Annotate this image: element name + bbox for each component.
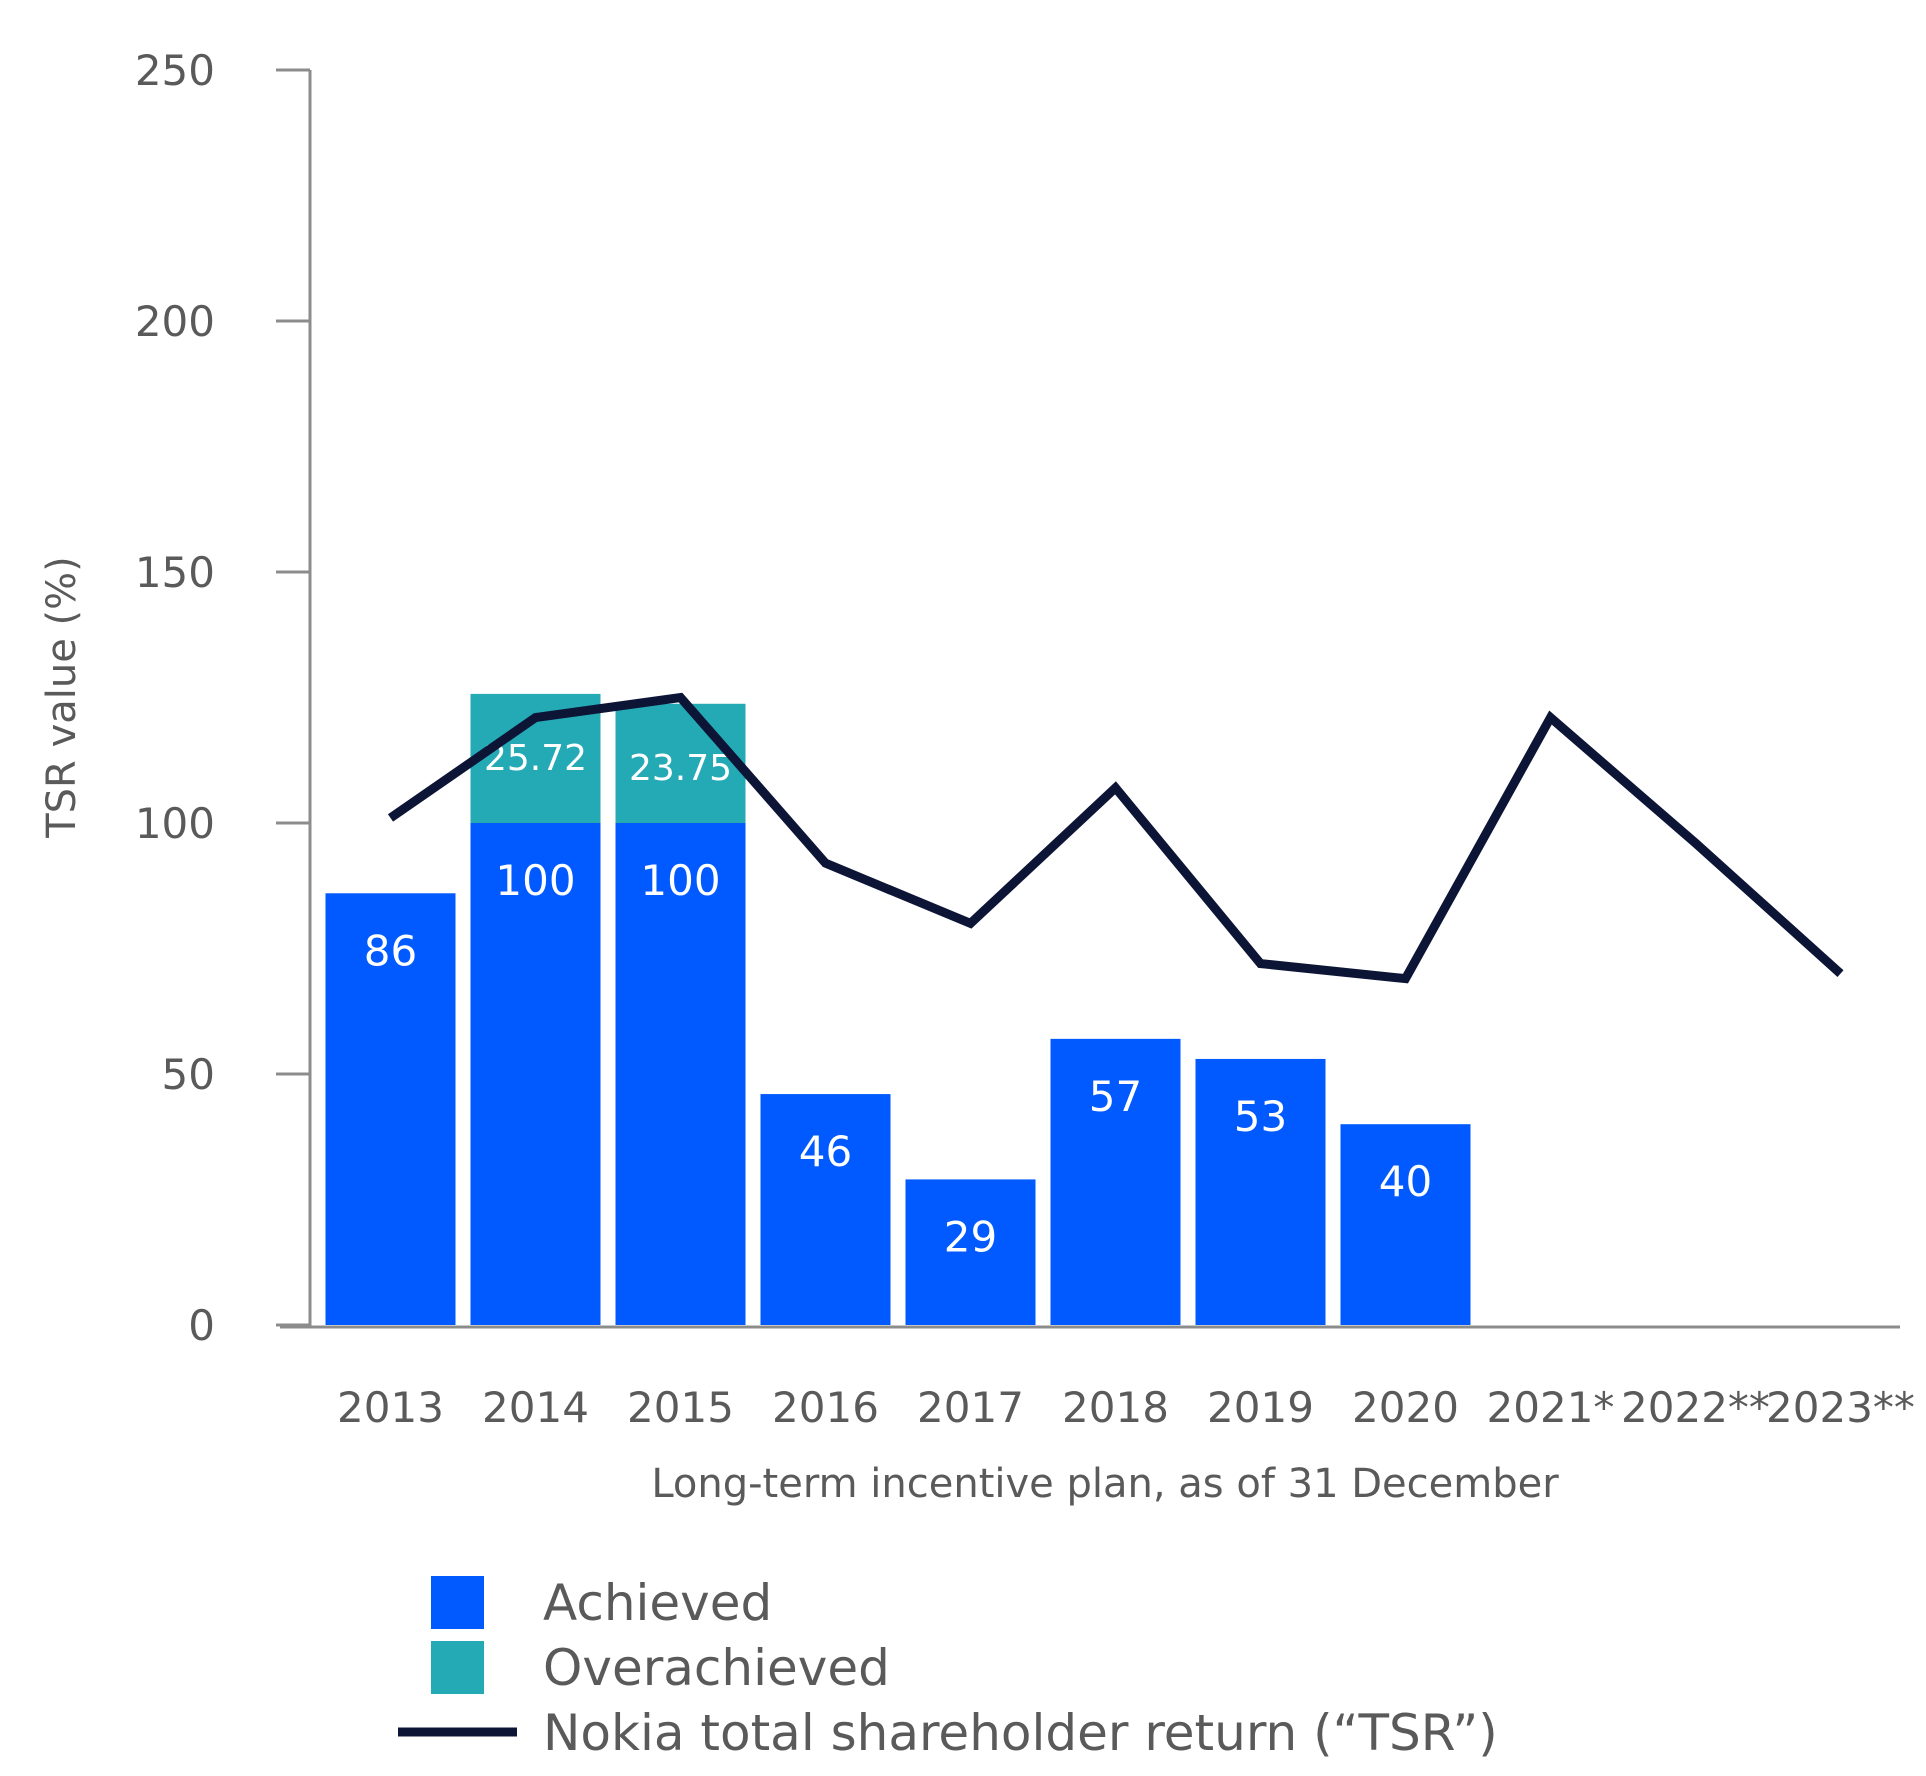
y-tick-label: 0 xyxy=(188,1301,215,1350)
bar-achieved-label: 100 xyxy=(495,856,575,905)
x-tick-label: 2017 xyxy=(917,1383,1024,1432)
y-tick-label: 200 xyxy=(135,297,215,346)
x-tick-label: 2021* xyxy=(1487,1383,1615,1432)
bar-achieved-label: 29 xyxy=(944,1212,997,1261)
legend: Achieved Overachieved Nokia total sharehol… xyxy=(398,1574,1498,1762)
x-tick-label: 2022** xyxy=(1621,1383,1770,1432)
bar-overachieved xyxy=(615,703,746,823)
y-tick-label: 250 xyxy=(135,46,215,95)
x-tick-label: 2014 xyxy=(482,1383,589,1432)
x-tick-label: 2019 xyxy=(1207,1383,1314,1432)
y-axis-title: TSR value (%) xyxy=(39,556,85,839)
bar-achieved xyxy=(470,823,601,1325)
bar-achieved xyxy=(905,1179,1036,1325)
legend-swatch xyxy=(431,1576,484,1629)
legend-label: Achieved xyxy=(543,1574,772,1632)
x-tick-label: 2018 xyxy=(1062,1383,1169,1432)
y-tick-label: 50 xyxy=(162,1050,215,1099)
bar-achieved-label: 53 xyxy=(1234,1092,1287,1141)
bar-achieved xyxy=(1340,1124,1471,1325)
legend-swatch xyxy=(431,1641,484,1694)
legend-label: Overachieved xyxy=(543,1639,890,1697)
bar-achieved-label: 46 xyxy=(799,1127,852,1176)
bar-achieved xyxy=(760,1094,891,1325)
tsr-line-layer xyxy=(387,692,1844,984)
legend-label: Nokia total shareholder return (“TSR”) xyxy=(543,1704,1498,1762)
bar-achieved-label: 57 xyxy=(1089,1072,1142,1121)
tsr-line xyxy=(387,692,1844,984)
bar-achieved xyxy=(615,823,746,1325)
y-axis: 0 50 100 150 200 250 xyxy=(135,46,312,1350)
x-axis: 2013 2014 2015 2016 2017 2018 2019 2020 2021* 202… xyxy=(280,1325,1915,1432)
bar-achieved-label: 86 xyxy=(364,926,417,975)
y-tick-label: 100 xyxy=(135,799,215,848)
bar-achieved-label: 40 xyxy=(1379,1157,1432,1206)
x-tick-label: 2015 xyxy=(627,1383,734,1432)
bar-overachieved-label: 23.75 xyxy=(629,748,732,789)
x-tick-label: 2016 xyxy=(772,1383,879,1432)
x-axis-title: Long-term incentive plan, as of 31 Decem… xyxy=(651,1461,1559,1507)
bar-achieved xyxy=(1050,1038,1181,1325)
bar-achieved xyxy=(1195,1058,1326,1325)
x-tick-label: 2013 xyxy=(337,1383,444,1432)
bar-achieved-label: 100 xyxy=(640,856,720,905)
y-tick-label: 150 xyxy=(135,548,215,597)
x-tick-label: 2020 xyxy=(1352,1383,1459,1432)
x-tick-label: 2023** xyxy=(1766,1383,1915,1432)
bar-achieved xyxy=(325,893,456,1325)
